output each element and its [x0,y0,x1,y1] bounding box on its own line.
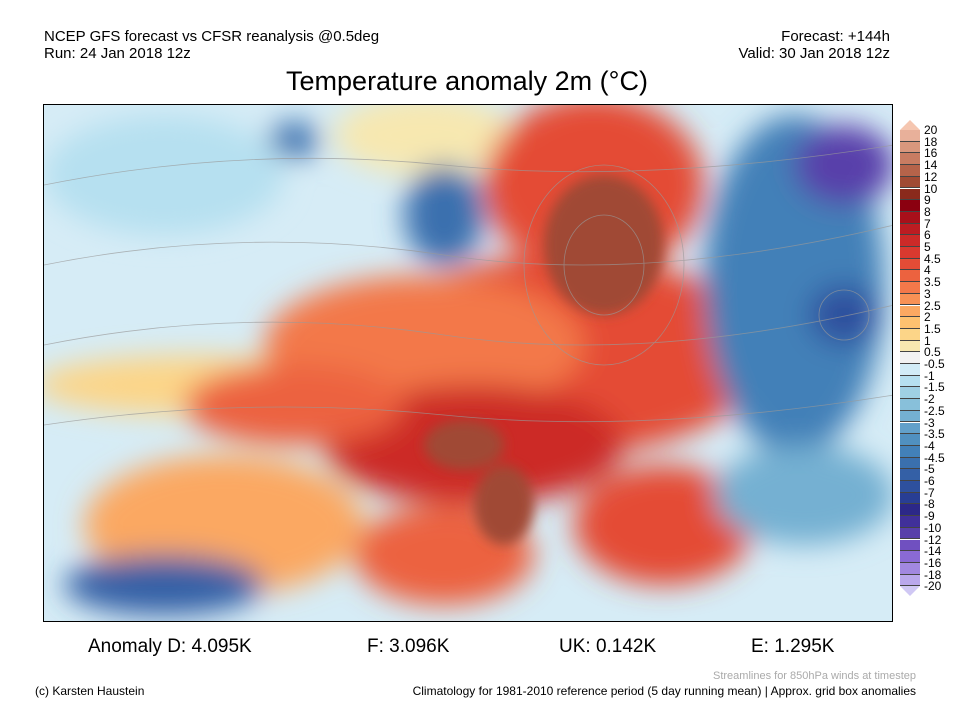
colorbar-tick-label: -16 [924,555,942,570]
colorbar-tick-label: -14 [924,544,942,559]
colorbar-tick-label: 16 [924,146,938,161]
colorbar-tick-label: -18 [924,567,942,582]
credit: (c) Karsten Haustein [35,684,145,698]
colorbar-bin [900,282,920,294]
colorbar-tick-label: 18 [924,134,938,149]
colorbar-tick-label: 20 [924,123,938,137]
colorbar-bin [900,141,920,154]
anomaly-england: E: 1.295K [751,636,835,657]
colorbar-bin [900,527,920,540]
colorbar-bin [900,574,920,587]
colorbar-tick-label: -2.5 [924,403,945,418]
colorbar-tick-label: 12 [924,169,938,184]
colorbar-tick-label: 4 [924,263,931,278]
map-title: Temperature anomaly 2m (°C) [0,66,960,97]
colorbar-tick-label: -4.5 [924,450,945,465]
colorbar-bin [900,504,920,517]
model-run-title: NCEP GFS forecast vs CFSR reanalysis @0.… [44,28,380,45]
colorbar-bin [900,247,920,259]
colorbar-tick-label: 0.5 [924,345,941,360]
colorbar-bottom-arrow [900,586,920,597]
map-title-text: Temperature anomaly 2m (°C) [286,66,648,96]
colorbar-bin [900,481,920,493]
colorbar-bin [900,188,920,201]
colorbar-bin [900,492,920,505]
colorbar-tick-label: 6 [924,228,931,243]
colorbar-tick-label: 2.5 [924,298,941,313]
colorbar-bin [900,399,920,411]
colorbar-tick-label: 2 [924,310,931,325]
colorbar-tick-label: -9 [924,509,935,524]
streamlines [44,144,892,426]
forecast-hour: Forecast: +144h [781,28,890,45]
colorbar-bin [900,176,920,189]
colorbar-bin [900,445,920,458]
anomaly-germany: Anomaly D: 4.095K [88,636,252,657]
colorbar-tick-label: 5 [924,240,931,254]
streamlines-note: Streamlines for 850hPa winds at timestep [713,670,916,682]
colorbar-bin [900,305,920,318]
colorbar-bin [900,340,920,353]
colorbar-tick-label: -1 [924,368,935,383]
colorbar-bin [900,469,920,481]
colorbar-tick-label: -3.5 [924,427,945,442]
colorbar-bin [900,387,920,400]
colorbar-tick-label: 14 [924,158,938,173]
colorbar-tick-label: -5 [924,462,935,477]
colorbar-bin [900,364,920,376]
colorbar-bin [900,422,920,435]
colorbar-tick-label: 4.5 [924,251,941,266]
anomaly-france: F: 3.096K [367,636,450,657]
colorbar-bin [900,317,920,329]
colorbar-tick-label: -12 [924,532,942,547]
anomaly-uk: UK: 0.142K [559,636,657,657]
colorbar-tick-label: -1.5 [924,380,945,395]
colorbar-bin [900,293,920,306]
colorbar-bin [900,328,920,341]
colorbar-tick-label: -3 [924,415,935,430]
valid-time: Valid: 30 Jan 2018 12z [738,45,890,62]
colorbar-tick-label: -20 [924,579,942,594]
colorbar-tick-label: 1.5 [924,321,941,336]
colorbar-bin [900,457,920,470]
colorbar-bin [900,375,920,388]
colorbar-tick-label: 7 [924,216,931,231]
colorbar-tick-label: 3 [924,286,931,301]
colorbar-bin [900,258,920,271]
colorbar-tick-label: -8 [924,497,935,512]
colorbar-top-arrow [900,120,920,130]
colorbar-bin [900,153,920,166]
colorbar-tick-label: 9 [924,193,931,208]
colorbar-bin [900,551,920,563]
colorbar-tick-label: 1 [924,333,931,348]
map-field [44,105,892,621]
colorbar-tick-label: -6 [924,474,935,488]
colorbar-bin [900,410,920,423]
colorbar-tick-label: -7 [924,485,935,500]
temperature-anomaly-map [43,104,893,622]
colorbar-bin [900,165,920,177]
colorbar-bin [900,352,920,364]
colorbar-tick-label: 8 [924,204,931,219]
colorbar-bin [900,200,920,212]
colorbar-bin [900,516,920,528]
colorbar-bin [900,223,920,236]
colorbar-tick-label: -2 [924,392,935,407]
colorbar-bin [900,211,920,224]
colorbar-bin [900,434,920,446]
colorbar-bin [900,235,920,247]
colorbar-tick-label: 10 [924,181,938,196]
colorbar-bin [900,270,920,283]
colorbar-bin [900,539,920,552]
colorbar-tick-label: -0.5 [924,357,945,371]
colorbar-tick-label: -10 [924,520,942,535]
colorbar-tick-label: -4 [924,438,935,453]
colorbar-bin [900,562,920,575]
colorbar-bin [900,130,920,142]
run-time: Run: 24 Jan 2018 12z [44,45,191,62]
colorbar-tick-label: 3.5 [924,275,941,290]
climatology-note: Climatology for 1981-2010 reference peri… [412,684,916,698]
